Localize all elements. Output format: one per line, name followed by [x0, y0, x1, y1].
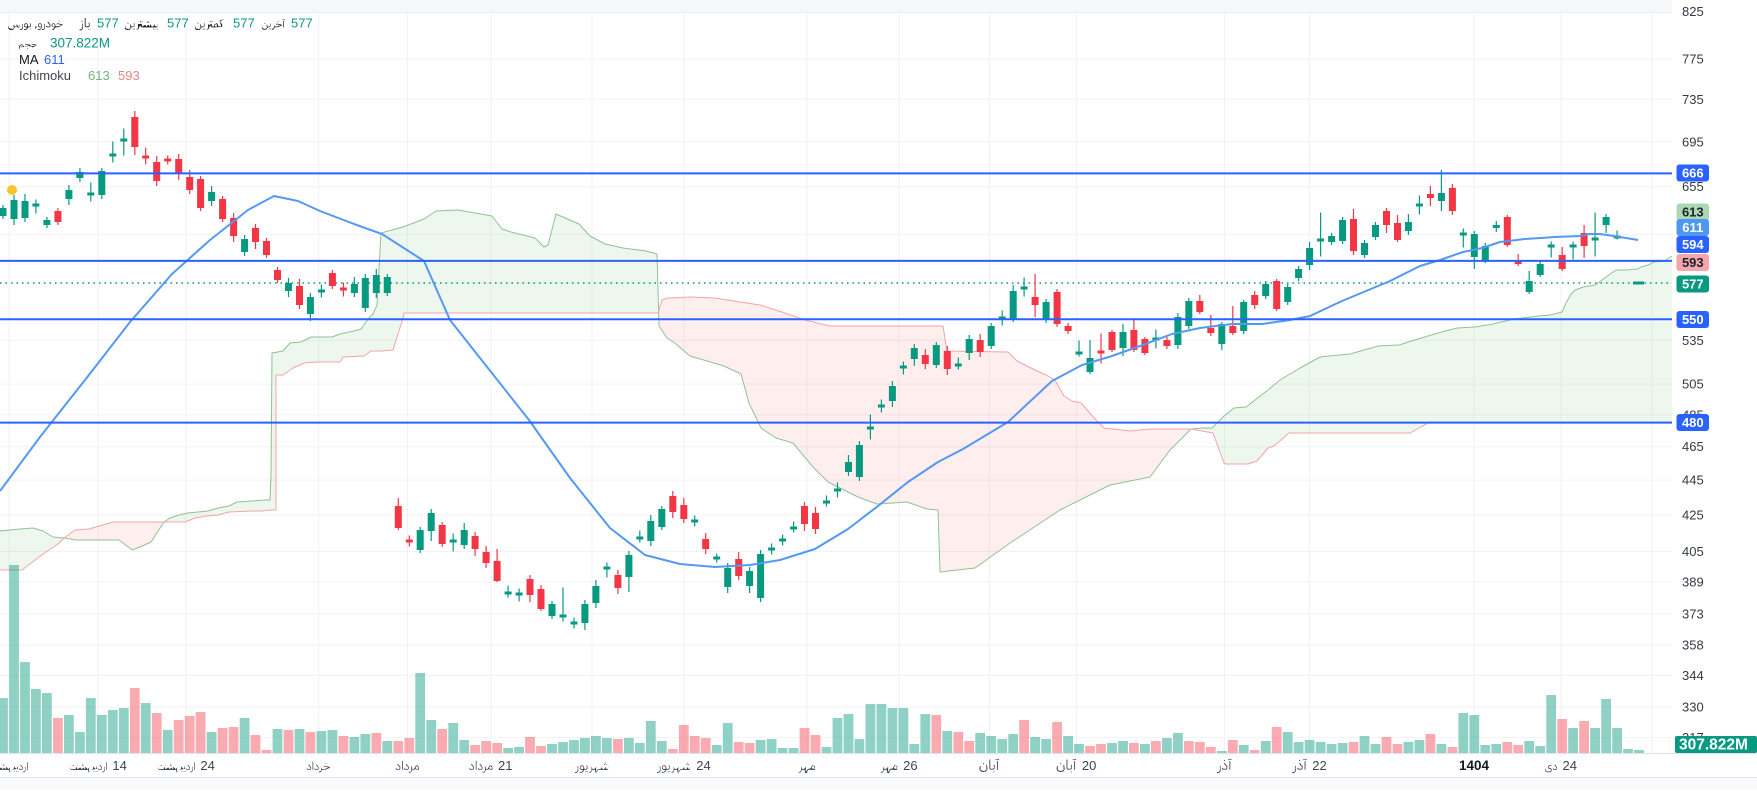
svg-text:593: 593	[118, 68, 140, 83]
svg-text:666: 666	[1682, 166, 1704, 181]
svg-text:14: 14	[112, 758, 126, 773]
svg-text:505: 505	[1682, 377, 1704, 392]
svg-text:465: 465	[1682, 439, 1704, 454]
svg-text:1404: 1404	[1459, 758, 1490, 773]
svg-text:358: 358	[1682, 638, 1704, 653]
svg-text:550: 550	[1682, 312, 1704, 327]
svg-text:611: 611	[44, 52, 65, 67]
svg-text:613: 613	[1682, 205, 1704, 220]
svg-text:577: 577	[233, 16, 255, 31]
svg-text:344: 344	[1682, 668, 1704, 683]
svg-text:307.822M: 307.822M	[50, 36, 110, 51]
svg-text:577: 577	[291, 16, 313, 31]
svg-text:577: 577	[1682, 277, 1704, 292]
svg-text:577: 577	[167, 16, 189, 31]
svg-text:594: 594	[1682, 237, 1704, 252]
svg-text:825: 825	[1682, 4, 1704, 19]
svg-text:445: 445	[1682, 473, 1704, 488]
svg-text:22: 22	[1312, 758, 1326, 773]
svg-text:735: 735	[1682, 92, 1704, 107]
svg-text:775: 775	[1682, 52, 1704, 67]
svg-text:695: 695	[1682, 134, 1704, 149]
svg-text:373: 373	[1682, 607, 1704, 622]
svg-text:593: 593	[1682, 255, 1704, 270]
svg-text:613: 613	[88, 68, 110, 83]
svg-text:24: 24	[200, 758, 214, 773]
svg-text:655: 655	[1682, 179, 1704, 194]
svg-text:21: 21	[498, 758, 512, 773]
svg-text:26: 26	[903, 758, 917, 773]
svg-text:Ichimoku: Ichimoku	[19, 68, 71, 83]
svg-text:611: 611	[1682, 220, 1703, 235]
svg-text:24: 24	[696, 758, 710, 773]
svg-text:24: 24	[1563, 758, 1577, 773]
svg-text:307.822M: 307.822M	[1679, 737, 1748, 754]
svg-text:20: 20	[1082, 758, 1096, 773]
svg-text:535: 535	[1682, 333, 1704, 348]
svg-text:480: 480	[1682, 415, 1704, 430]
svg-text:MA: MA	[19, 52, 39, 67]
svg-text:330: 330	[1682, 699, 1704, 714]
svg-text:425: 425	[1682, 508, 1704, 523]
svg-text:405: 405	[1682, 544, 1704, 559]
svg-text:389: 389	[1682, 575, 1704, 590]
svg-text:577: 577	[97, 16, 119, 31]
